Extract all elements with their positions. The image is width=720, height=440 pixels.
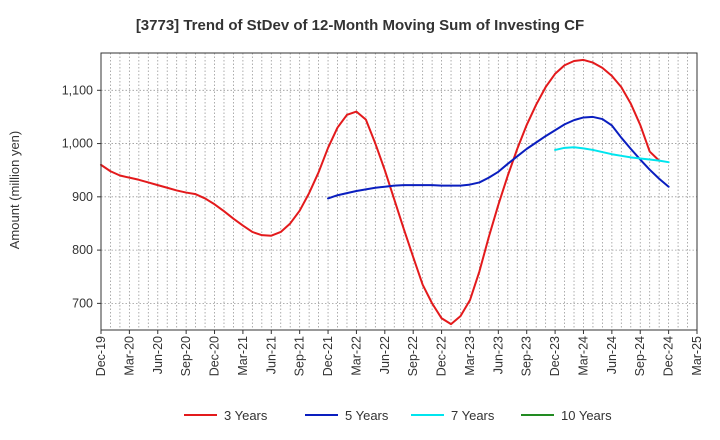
x-tick-label: Jun-22 (378, 336, 392, 374)
legend-label: 7 Years (451, 408, 495, 423)
y-tick-label: 900 (72, 190, 93, 204)
x-tick-label: Sep-22 (406, 336, 420, 376)
x-tick-label: Dec-23 (548, 336, 562, 376)
series-line-3-years (100, 58, 661, 326)
x-tick-label: Sep-24 (633, 336, 647, 376)
legend-label: 3 Years (224, 408, 268, 423)
x-tick-label: Dec-20 (208, 336, 222, 376)
x-tick-label: Jun-23 (491, 336, 505, 374)
x-tick-label: Jun-24 (605, 336, 619, 374)
x-tick-label: Mar-21 (236, 336, 250, 376)
series-layer (100, 58, 670, 326)
x-tick-label: Dec-24 (662, 336, 676, 376)
legend-label: 5 Years (345, 408, 389, 423)
series-line-5-years (327, 115, 670, 200)
chart-title: [3773] Trend of StDev of 12-Month Moving… (136, 17, 584, 34)
x-tick-label: Sep-23 (520, 336, 534, 376)
legend-label: 10 Years (561, 408, 612, 423)
x-tick-label: Sep-21 (293, 336, 307, 376)
x-tick-label: Dec-21 (321, 336, 335, 376)
y-tick-label: 700 (72, 296, 93, 310)
grid-layer (101, 53, 697, 330)
x-tick-label: Dec-22 (435, 336, 449, 376)
y-tick-label: 1,100 (62, 83, 93, 97)
x-tick-label: Sep-20 (179, 336, 193, 376)
x-axis-ticks: Dec-19 Mar-20 Jun-20 Sep-20 Dec-20 Mar-21 Jun-… (94, 330, 704, 376)
x-tick-label: Jun-21 (264, 336, 278, 374)
x-tick-label: Mar-20 (122, 336, 136, 376)
x-tick-label: Dec-19 (94, 336, 108, 376)
x-tick-label: Jun-20 (151, 336, 165, 374)
y-tick-label: 1,000 (62, 137, 93, 151)
series-line-7-years (554, 146, 670, 164)
legend: 3 Years 5 Years 7 Years 10 Years (184, 408, 612, 423)
y-axis-label: Amount (million yen) (7, 131, 22, 250)
x-tick-label: Mar-23 (463, 336, 477, 376)
y-axis-ticks: 700 800 900 1,000 1,100 (62, 83, 101, 310)
plot-frame (100, 52, 698, 331)
x-tick-label: Mar-22 (349, 336, 363, 376)
y-tick-label: 800 (72, 243, 93, 257)
x-tick-label: Mar-25 (690, 336, 704, 376)
x-tick-label: Mar-24 (576, 336, 590, 376)
